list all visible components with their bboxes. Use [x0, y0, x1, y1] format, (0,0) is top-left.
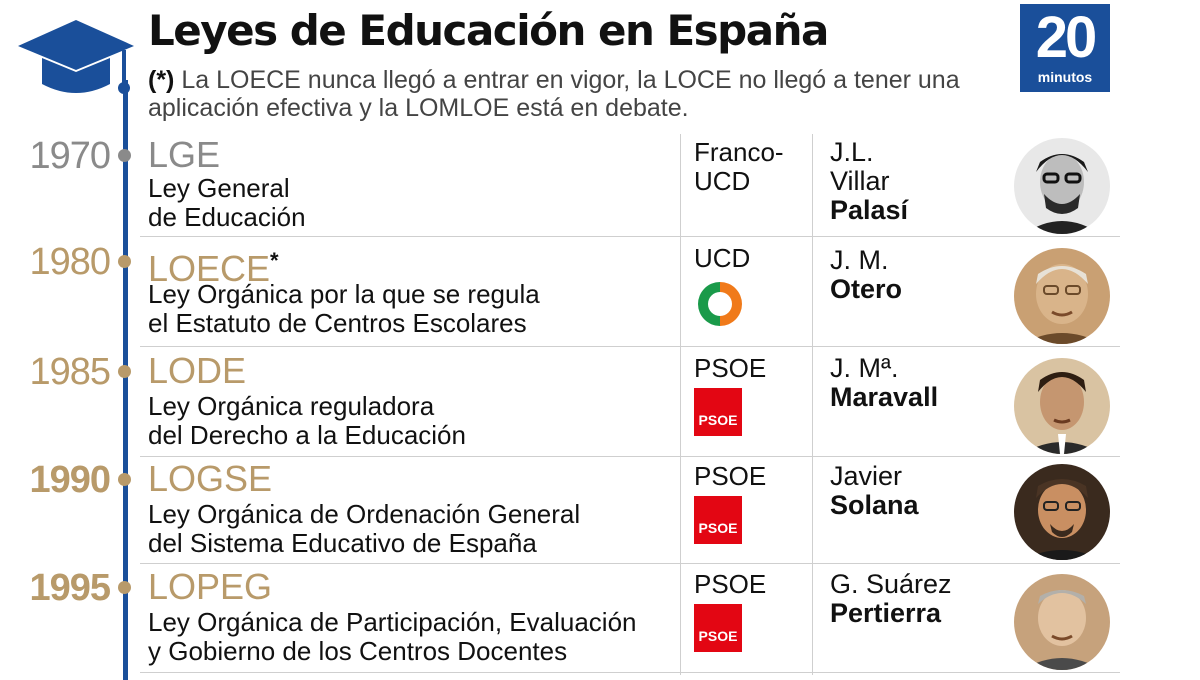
law-acronym: LOGSE	[148, 458, 273, 499]
header-note: (*) La LOECE nunca llegó a entrar en vig…	[148, 66, 998, 122]
timeline-dot	[118, 581, 131, 594]
minister-name: Javier Solana	[830, 461, 919, 520]
timeline-line	[123, 80, 128, 680]
ucd-logo-icon	[698, 282, 742, 326]
asterisk-mark: *	[270, 248, 279, 273]
party-label: UCD	[694, 243, 751, 273]
column-divider	[812, 134, 813, 675]
psoe-logo-icon: PSOE	[694, 388, 742, 436]
party-label: PSOE	[694, 353, 767, 383]
minister-photo	[1014, 464, 1110, 560]
row-divider	[140, 563, 1120, 564]
law-row: 1990 LOGSE Ley Orgánica de Ordenación Ge…	[0, 458, 1200, 564]
brand-logo: 20 minutos	[1020, 4, 1110, 92]
party-label: Franco- UCD	[694, 137, 784, 196]
minister-name: G. Suárez Pertierra	[830, 569, 952, 628]
psoe-logo-icon: PSOE	[694, 604, 742, 652]
minister-photo	[1014, 248, 1110, 344]
minister-name: J.L. Villar Palasí	[830, 137, 909, 225]
year-label: 1980	[29, 241, 111, 283]
minister-name: J. Mª. Maravall	[830, 353, 939, 412]
note-mark: (*)	[148, 66, 175, 94]
note-text: La LOECE nunca llegó a entrar en vigor, …	[148, 66, 960, 122]
row-divider	[140, 672, 1120, 673]
law-description: Ley Orgánica por la que se regula el Esta…	[148, 279, 540, 338]
law-acronym: LGE	[148, 134, 221, 175]
row-divider	[140, 346, 1120, 347]
brand-number: 20	[1035, 5, 1098, 70]
row-divider	[140, 236, 1120, 237]
law-acronym: LOPEG	[148, 566, 273, 607]
column-divider	[680, 134, 681, 675]
party-label: PSOE	[694, 461, 767, 491]
minister-photo	[1014, 138, 1110, 234]
timeline-dot	[118, 149, 131, 162]
law-description: Ley General de Educación	[148, 173, 306, 232]
law-description: Ley Orgánica de Ordenación General del Si…	[148, 499, 581, 558]
year-label: 1985	[29, 351, 111, 393]
law-acronym: LOECE*	[148, 248, 279, 289]
law-description: Ley Orgánica de Participación, Evaluació…	[148, 607, 637, 666]
year-label: 1990	[29, 459, 111, 501]
graduation-cap-icon	[18, 20, 134, 94]
psoe-logo-icon: PSOE	[694, 496, 742, 544]
law-row: 1995 LOPEG Ley Orgánica de Participación…	[0, 566, 1200, 675]
timeline-dot	[118, 255, 131, 268]
year-label: 1970	[29, 135, 111, 177]
law-row: 1970 LGE Ley General de Educación Franco-…	[0, 134, 1200, 238]
timeline-dot	[118, 473, 131, 486]
timeline-dot	[118, 365, 131, 378]
law-acronym: LODE	[148, 350, 247, 391]
minister-photo	[1014, 358, 1110, 454]
minister-photo	[1014, 574, 1110, 670]
law-row: 1985 LODE Ley Orgánica reguladora del Der…	[0, 350, 1200, 456]
law-description: Ley Orgánica reguladora del Derecho a la …	[148, 391, 466, 450]
row-divider	[140, 456, 1120, 457]
party-label: PSOE	[694, 569, 767, 599]
brand-word: minutos	[1037, 69, 1093, 85]
law-row: 1980 LOECE* Ley Orgánica por la que se r…	[0, 240, 1200, 346]
page-title: Leyes de Educación en España	[148, 6, 829, 55]
year-label: 1995	[29, 567, 111, 609]
minister-name: J. M. Otero	[830, 245, 903, 304]
